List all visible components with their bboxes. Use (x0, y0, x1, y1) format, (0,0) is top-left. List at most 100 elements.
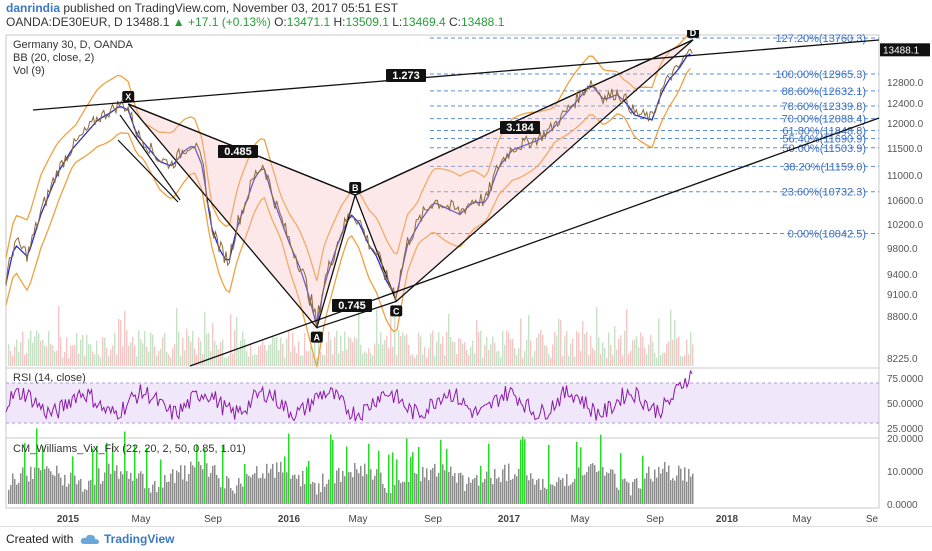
volume-bar (36, 330, 38, 366)
volume-bar (98, 354, 100, 366)
vix-bar (8, 489, 10, 504)
fib-label: 70.00%(12088.4) (782, 114, 866, 126)
vix-bar (134, 444, 136, 504)
vix-bar (22, 467, 24, 504)
vix-bar (590, 463, 592, 504)
vix-bar (368, 443, 370, 504)
volume-bar (438, 332, 440, 366)
tradingview-logo[interactable]: TradingView (104, 532, 175, 546)
volume-bar (324, 355, 326, 366)
vix-bar (52, 474, 54, 504)
volume-bar (496, 351, 498, 366)
vix-bar (386, 492, 388, 504)
volume-bar (544, 345, 546, 366)
volume-bar (432, 330, 434, 366)
vix-bar (686, 481, 688, 504)
pattern-point-marker (687, 30, 700, 38)
up-arrow-icon: ▲ (172, 15, 185, 29)
volume-bar (596, 307, 598, 366)
vix-bar (538, 478, 540, 504)
vix-bar (160, 459, 162, 504)
vix-bar (336, 470, 338, 504)
price-axis[interactable]: 12800.0 12400.0 12000.0 11500.0 11000.0 10600… (880, 43, 930, 365)
vix-bar (276, 462, 278, 504)
vix-bar (272, 463, 274, 504)
volume-bar (404, 335, 406, 366)
vix-bar (264, 478, 266, 504)
vix-bar (236, 485, 238, 504)
vix-bar (54, 475, 56, 504)
volume-bar (86, 334, 88, 366)
vix-bar (502, 469, 504, 504)
vix-bar (230, 488, 232, 504)
volume-bar (576, 330, 578, 366)
symbol-label[interactable]: OANDA:DE30EUR, D (6, 15, 123, 29)
volume-bar (292, 332, 294, 366)
vix-bar (358, 473, 360, 504)
rsi-band (6, 383, 879, 423)
volume-bar (186, 328, 188, 366)
volume-bar (510, 339, 512, 366)
volume-bar (164, 332, 166, 366)
volume-bar (132, 336, 134, 366)
vix-bar (114, 470, 116, 504)
vix-bar (174, 482, 176, 504)
volume-bar (628, 353, 630, 366)
vix-bar (594, 465, 596, 504)
vix-bar (200, 465, 202, 504)
volume-bar (246, 351, 248, 366)
volume-bar (58, 305, 60, 366)
vix-bar (184, 465, 186, 504)
volume-bar (20, 342, 22, 366)
volume-bar (42, 339, 44, 366)
volume-bar (384, 340, 386, 366)
volume-bar (646, 354, 648, 366)
volume-bar (156, 355, 158, 366)
volume-bar (158, 350, 160, 366)
vix-bar (136, 478, 138, 504)
tradingview-cloud-icon (80, 534, 99, 544)
vix-bar (238, 477, 240, 504)
vix-bar (542, 478, 544, 504)
volume-bar (468, 355, 470, 366)
rsi-pane[interactable] (5, 367, 880, 439)
vix-bar (438, 472, 440, 504)
price-tick-label: 12800.0 (887, 78, 924, 89)
volume-bar (532, 357, 534, 366)
vix-bar (258, 478, 260, 504)
volume-bar (428, 348, 430, 366)
volume-bar (184, 350, 186, 366)
vix-bar (514, 474, 516, 504)
volume-bar (456, 354, 458, 366)
volume-bar (610, 344, 612, 366)
volume-bar (282, 344, 284, 366)
volume-bar (334, 336, 336, 366)
volume-bar (370, 353, 372, 366)
harmonic-pattern: X A B C D (122, 30, 700, 343)
legend-rsi: RSI (14, close) (13, 372, 86, 384)
chart-canvas[interactable]: 127.20%(13760.3) 100.00%(12965.3) 88.60%(1… (0, 30, 932, 526)
vix-bar (652, 481, 654, 504)
vix-bar (132, 480, 134, 504)
volume-bar (226, 357, 228, 366)
vix-bar (320, 492, 322, 504)
vix-bar (112, 442, 114, 504)
volume-bar (354, 336, 356, 366)
vix-bar (144, 488, 146, 504)
volume-bar (606, 357, 608, 366)
vix-bar (374, 475, 376, 504)
vix-bar (294, 474, 296, 504)
volume-bar (278, 350, 280, 366)
open-label: O: (274, 15, 287, 29)
volume-bar (110, 349, 112, 366)
vix-bar (476, 475, 478, 504)
author-name[interactable]: danrindia (6, 1, 61, 15)
vix-bar (648, 466, 650, 504)
volume-bar (262, 339, 264, 366)
vix-bar (18, 482, 20, 504)
volume-bar (676, 338, 678, 366)
volume-bar (180, 355, 182, 366)
volume-bar (686, 339, 688, 366)
ratio-badge (386, 69, 426, 82)
time-axis[interactable]: 2015 May Sep 2016 May Sep 2017 May Sep 2018 May Se (57, 514, 879, 525)
